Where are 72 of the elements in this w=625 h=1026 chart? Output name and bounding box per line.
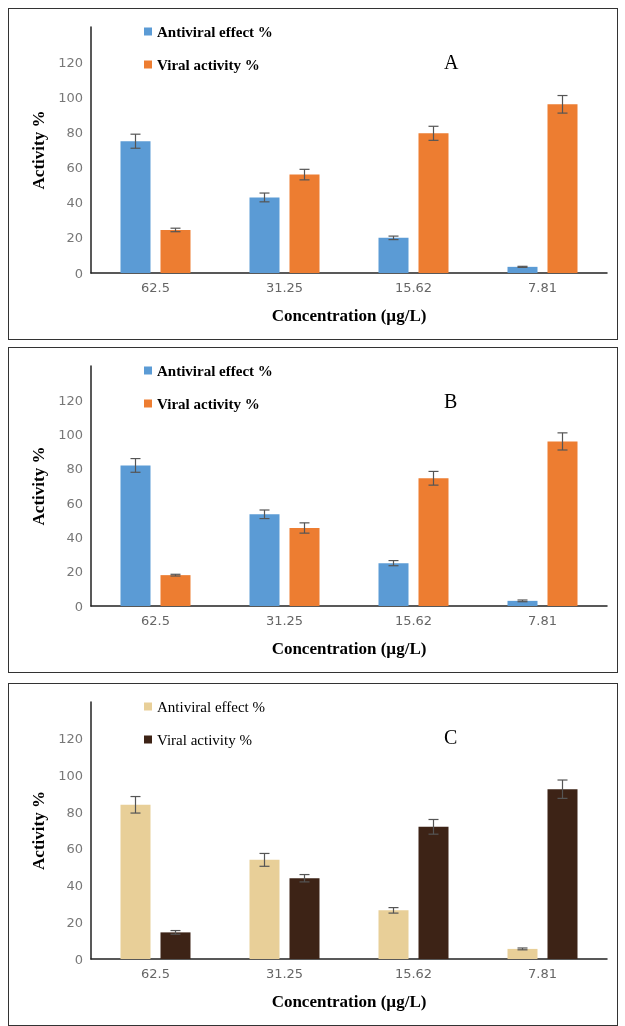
y-axis-title: Activity % [29,110,49,190]
bar [160,575,191,606]
bar [160,229,191,273]
y-tick-label: 80 [66,124,83,140]
y-tick-label: 60 [66,495,83,511]
bar [289,174,320,273]
bar [378,910,409,959]
bar [547,104,578,273]
y-tick-label: 100 [58,89,83,105]
text: C [444,726,458,748]
x-axis-title: Concentration (µg/L) [271,992,427,1011]
y-tick-label: 0 [74,951,83,967]
bar [120,804,151,959]
y-axis-title: Activity % [29,791,49,870]
y-tick-label: 0 [74,265,83,281]
x-tick-label: 7.81 [528,613,557,628]
y-tick-label: 40 [66,878,83,894]
bar [120,141,151,273]
x-axis-title: Concentration (µg/L) [271,306,427,325]
bar [160,932,191,959]
y-tick-label: 20 [66,230,83,246]
bar [120,465,151,606]
y-tick-label: 120 [58,731,83,747]
x-tick-label: 7.81 [528,966,557,981]
bar [249,197,280,273]
y-tick-label: 100 [58,427,83,443]
y-tick-label: 120 [58,54,83,70]
y-tick-label: 0 [74,598,83,614]
x-tick-label: 31.25 [265,613,304,628]
bar [507,600,538,606]
bar [249,514,280,606]
x-tick-label: 15.62 [394,280,433,295]
y-tick-label: 20 [66,564,83,580]
bar [547,789,578,959]
x-tick-label: 7.81 [528,280,557,295]
text: B [444,390,458,412]
x-tick-label: 62.5 [141,280,170,295]
legend-label: Antiviral effect % [157,23,273,40]
bar [249,859,280,959]
legend-label: Viral activity % [157,56,260,73]
y-tick-label: 20 [66,914,83,930]
legend-label: Antiviral effect % [157,698,266,715]
y-tick-label: 80 [66,804,83,820]
bar [418,133,449,273]
legend-label: Viral activity % [157,731,252,748]
y-tick-label: 100 [58,767,83,783]
bar [507,948,538,959]
x-tick-label: 62.5 [141,966,170,981]
bar [378,563,409,606]
legend-label: Viral activity % [157,395,260,412]
x-axis-title: Concentration (µg/L) [271,639,427,658]
y-tick-label: 60 [66,160,83,176]
x-tick-label: 15.62 [394,613,433,628]
y-axis-title: Activity % [29,446,49,526]
y-tick-label: 40 [66,195,83,211]
bar [507,266,538,273]
y-tick-label: 60 [66,841,83,857]
x-tick-label: 31.25 [265,966,304,981]
bar [547,441,578,606]
bar [418,826,449,959]
x-tick-label: 62.5 [141,613,170,628]
y-tick-label: 80 [66,461,83,477]
bar [289,528,320,606]
legend-label: Antiviral effect % [157,362,273,379]
x-tick-label: 31.25 [265,280,304,295]
bar [289,878,320,959]
bar [418,478,449,606]
text: A [444,51,459,73]
x-tick-label: 15.62 [394,966,433,981]
y-tick-label: 120 [58,392,83,408]
bar [378,237,409,273]
y-tick-label: 40 [66,529,83,545]
